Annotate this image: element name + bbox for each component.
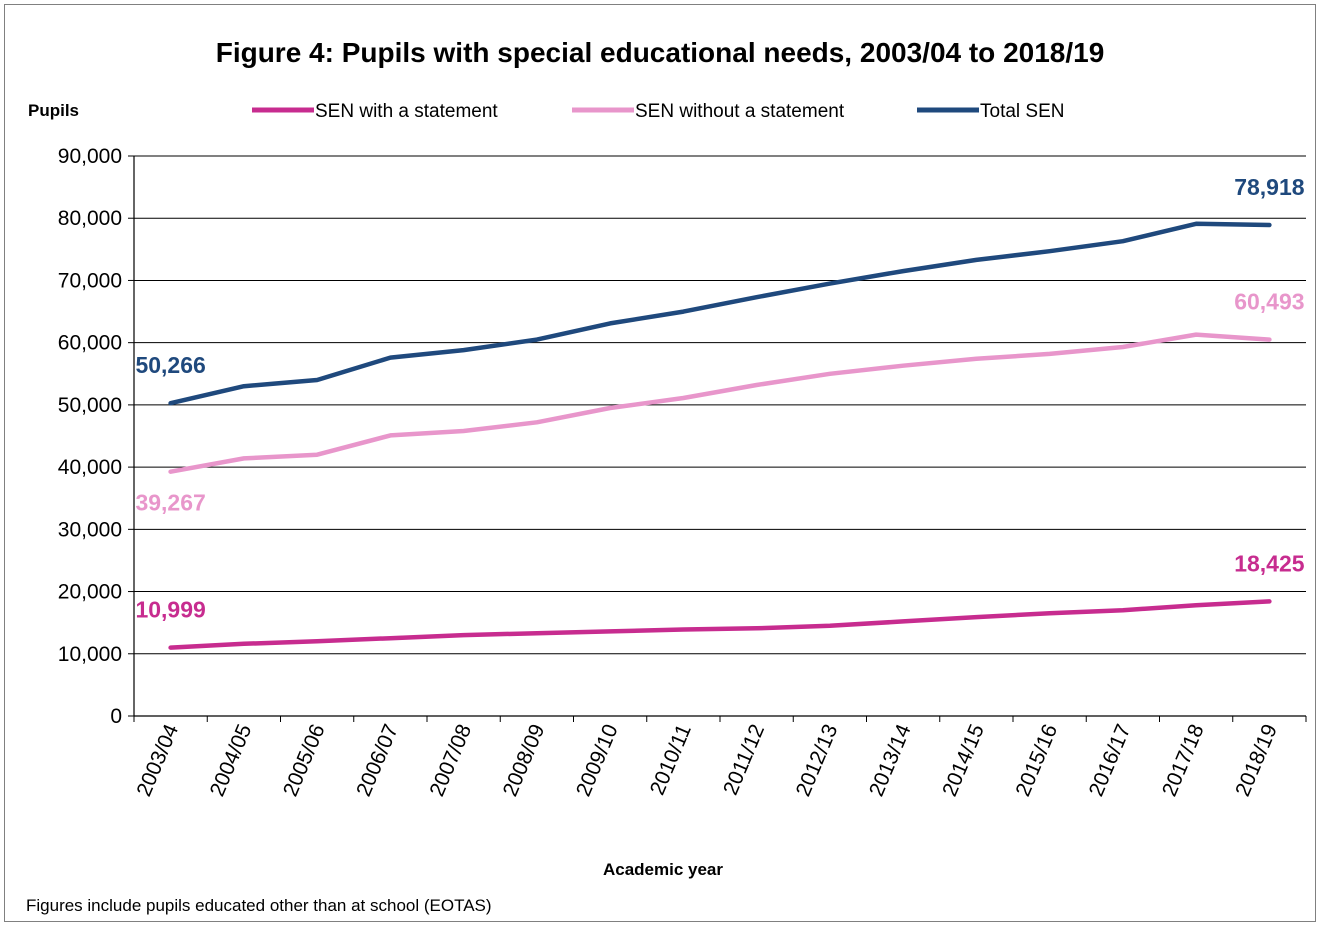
data-label: 39,267 <box>135 490 205 516</box>
x-tick-label: 2004/05 <box>206 721 257 800</box>
x-tick-label: 2006/07 <box>352 721 403 800</box>
x-tick-label: 2017/18 <box>1158 721 1209 800</box>
y-tick-label: 10,000 <box>58 643 122 666</box>
x-tick-label: 2010/11 <box>646 721 696 798</box>
y-tick-label: 90,000 <box>58 145 122 168</box>
y-tick-label: 50,000 <box>58 394 122 417</box>
x-tick-labels: 2003/04 2004/05 2005/06 2006/07 2007/08 2008/… <box>132 721 1282 800</box>
x-tick-label: 2014/15 <box>938 721 989 800</box>
chart-title: Figure 4: Pupils with special educationa… <box>216 37 1105 68</box>
x-tick-label: 2015/16 <box>1011 721 1062 800</box>
y-tick-label: 20,000 <box>58 581 122 604</box>
y-tick-label: 60,000 <box>58 332 122 355</box>
legend-entry: Total SEN <box>980 101 1064 122</box>
x-tick-label: 2005/06 <box>279 721 330 800</box>
data-label: 78,918 <box>1234 174 1305 200</box>
data-label: 18,425 <box>1234 550 1305 576</box>
x-axis-label: Academic year <box>603 860 723 879</box>
chart-frame <box>4 4 1316 922</box>
x-tick-label: 2016/17 <box>1085 721 1136 800</box>
y-tick-label: 80,000 <box>58 207 122 230</box>
data-label: 60,493 <box>1234 289 1304 315</box>
footnote: Figures include pupils educated other th… <box>26 896 492 915</box>
x-tick-label: 2013/14 <box>865 721 916 800</box>
x-tick-label: 2003/04 <box>132 721 183 800</box>
series-line-sen-with-a-statement <box>168 599 1272 650</box>
y-tick-label: 0 <box>110 705 122 728</box>
y-tick-label: 70,000 <box>58 269 122 292</box>
x-tick-label: 2008/09 <box>499 721 550 800</box>
data-labels: 10,999 18,425 39,267 60,493 50,266 78,918 <box>135 174 1304 623</box>
axes <box>133 156 1307 722</box>
series-line-sen-without-a-statement <box>168 332 1272 474</box>
y-tick-label: 30,000 <box>58 518 122 541</box>
legend: SEN with a statement SEN without a statem… <box>252 101 1064 122</box>
y-tick-label: 40,000 <box>58 456 122 479</box>
legend-entry: SEN without a statement <box>635 101 845 122</box>
x-tick-label: 2012/13 <box>792 721 843 800</box>
x-tick-label: 2018/19 <box>1231 721 1282 800</box>
x-tick-label: 2011/12 <box>719 721 769 798</box>
y-axis-label: Pupils <box>28 101 79 120</box>
data-label: 50,266 <box>135 352 205 378</box>
gridlines <box>128 155 1306 717</box>
data-label: 10,999 <box>135 597 205 623</box>
y-tick-labels: 0 10,000 20,000 30,000 40,000 50,000 60,000 70,… <box>58 145 122 728</box>
series-line-total-sen <box>168 221 1272 406</box>
x-tick-label: 2007/08 <box>425 721 476 800</box>
series-lines <box>168 221 1272 650</box>
x-tick-label: 2009/10 <box>572 721 623 800</box>
legend-entry: SEN with a statement <box>315 101 498 122</box>
